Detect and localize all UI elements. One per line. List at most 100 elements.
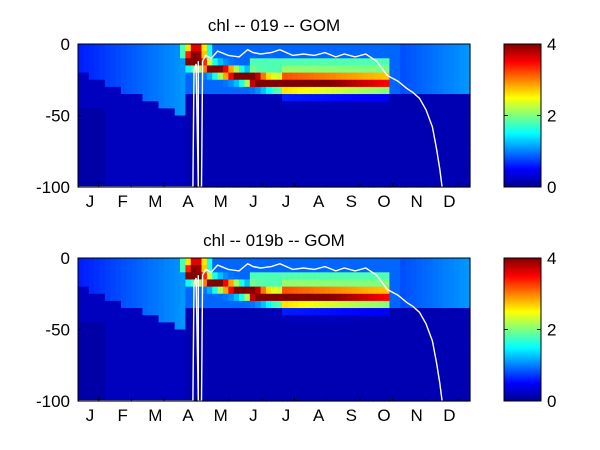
heatmap-cell	[271, 372, 278, 381]
heatmap-cell	[201, 136, 208, 145]
heatmap-cell	[346, 115, 353, 124]
heatmap-cell	[346, 300, 353, 309]
heatmap-cell	[432, 272, 439, 281]
heatmap-cell	[185, 165, 192, 174]
heatmap-cell	[201, 265, 208, 273]
heatmap-cell	[126, 279, 133, 288]
heatmap-cell	[233, 94, 240, 102]
heatmap-cell	[314, 115, 321, 124]
heatmap-cell	[185, 365, 192, 373]
heatmap-cell	[367, 343, 374, 352]
heatmap-cell	[142, 151, 149, 159]
heatmap-cell	[410, 279, 417, 288]
heatmap-cell	[394, 101, 401, 109]
heatmap-cell	[341, 44, 348, 52]
heatmap-cell	[351, 179, 358, 188]
heatmap-cell	[255, 101, 262, 109]
heatmap-cell	[153, 265, 160, 273]
heatmap-cell	[448, 115, 455, 124]
heatmap-cell	[163, 322, 170, 331]
heatmap-cell	[405, 101, 412, 109]
heatmap-cell	[126, 350, 133, 359]
heatmap-cell	[325, 343, 331, 352]
heatmap-cell	[104, 58, 111, 67]
heatmap-cell	[287, 293, 294, 302]
y-tick-label: -50	[45, 107, 70, 126]
heatmap-cell	[394, 393, 401, 402]
heatmap-cell	[255, 336, 262, 345]
heatmap-cell	[464, 86, 471, 95]
heatmap-cell	[169, 386, 176, 395]
heatmap-cell	[185, 158, 192, 167]
heatmap-cell	[115, 272, 122, 281]
heatmap-cell	[287, 315, 294, 323]
heatmap-cell	[367, 122, 374, 131]
heatmap-cell	[88, 58, 95, 67]
heatmap-cell	[222, 94, 229, 102]
heatmap-cell	[110, 65, 117, 74]
chart-title: chl -- 019 -- GOM	[208, 16, 340, 35]
heatmap-cell	[373, 308, 380, 316]
heatmap-cell	[319, 136, 326, 145]
heatmap-cell	[255, 272, 262, 281]
heatmap-cell	[367, 322, 374, 331]
heatmap-cell	[308, 379, 315, 388]
heatmap-cell	[308, 172, 315, 181]
heatmap-cell	[453, 386, 460, 395]
heatmap-cell	[378, 315, 385, 323]
heatmap-cell	[244, 179, 251, 188]
x-tick-label: O	[377, 192, 390, 211]
heatmap-cell	[335, 350, 342, 359]
heatmap-cell	[158, 300, 165, 309]
heatmap-cell	[292, 308, 299, 316]
heatmap-cell	[298, 350, 305, 359]
heatmap-cell	[282, 322, 289, 331]
heatmap-cell	[99, 144, 106, 152]
heatmap-cell	[142, 265, 149, 273]
heatmap-cell	[432, 108, 439, 117]
heatmap-cell	[367, 300, 374, 309]
heatmap-cell	[255, 172, 262, 181]
heatmap-cell	[244, 358, 251, 366]
heatmap-cell	[110, 101, 117, 109]
heatmap-cell	[432, 94, 439, 102]
heatmap-cell	[249, 279, 256, 288]
heatmap-cell	[341, 101, 348, 109]
heatmap-cell	[147, 322, 154, 331]
heatmap-cell	[147, 286, 154, 295]
heatmap-cell	[158, 101, 165, 109]
heatmap-cell	[384, 86, 391, 95]
heatmap-cell	[453, 58, 460, 67]
heatmap-cell	[228, 165, 235, 174]
heatmap-cell	[410, 386, 417, 395]
heatmap-cell	[384, 300, 391, 309]
heatmap-cell	[260, 350, 267, 359]
heatmap-cell	[282, 258, 289, 266]
heatmap-cell	[212, 122, 219, 131]
heatmap-cell	[185, 265, 192, 273]
heatmap-cell	[459, 129, 466, 138]
heatmap-cell	[239, 101, 246, 109]
heatmap-cell	[137, 79, 144, 88]
heatmap-cell	[158, 293, 165, 302]
heatmap-cell	[260, 365, 267, 373]
heatmap-cell	[325, 72, 331, 81]
heatmap-cell	[174, 322, 181, 331]
heatmap-cell	[249, 329, 256, 338]
heatmap-cell	[88, 343, 95, 352]
heatmap-cell	[239, 86, 246, 95]
heatmap-cell	[222, 350, 229, 359]
heatmap-cell	[174, 386, 181, 395]
heatmap-cell	[88, 308, 95, 316]
heatmap-cell	[88, 300, 95, 309]
heatmap-cell	[147, 86, 154, 95]
heatmap-cell	[319, 122, 326, 131]
heatmap-cell	[244, 365, 251, 373]
heatmap-cell	[292, 86, 299, 95]
heatmap-cell	[196, 343, 203, 352]
heatmap-cell	[459, 108, 466, 117]
heatmap-cell	[255, 58, 262, 67]
heatmap-cell	[292, 272, 299, 281]
heatmap-cell	[443, 129, 450, 138]
heatmap-cell	[153, 151, 160, 159]
